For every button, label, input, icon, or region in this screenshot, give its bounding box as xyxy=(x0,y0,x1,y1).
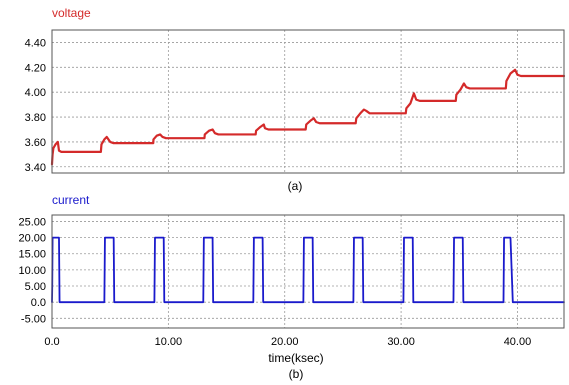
voltage-y-ticks: 3.40 3.60 3.80 4.00 4.20 4.40 xyxy=(25,37,46,173)
y-tick-label: 0.0 xyxy=(31,297,46,309)
current-x-ticks: 0.0 10.00 20.00 30.00 40.00 xyxy=(44,336,531,348)
y-tick-label: 10.00 xyxy=(18,265,46,277)
current-plot-area xyxy=(51,236,565,304)
current-frame xyxy=(51,214,565,329)
x-tick-label: 40.00 xyxy=(504,336,532,348)
current-series-label: current xyxy=(52,193,90,207)
y-tick-label: -5.00 xyxy=(21,313,46,325)
y-tick-label: 3.40 xyxy=(25,162,46,174)
y-tick-label: 25.00 xyxy=(18,216,46,228)
voltage-frame xyxy=(51,29,565,174)
x-axis-label: time(ksec) xyxy=(268,351,323,365)
voltage-grid xyxy=(52,30,564,173)
voltage-series-line xyxy=(50,68,566,166)
current-panel: current -5.00 0.0 5.00 10.00 15.00 20.00 25.00… xyxy=(18,193,565,381)
x-tick-label: 10.00 xyxy=(155,336,183,348)
y-tick-label: 5.00 xyxy=(25,281,46,293)
y-tick-label: 4.40 xyxy=(25,37,46,49)
caption-b: (b) xyxy=(289,367,304,381)
y-tick-label: 20.00 xyxy=(18,233,46,245)
x-tick-label: 0.0 xyxy=(44,336,59,348)
current-grid xyxy=(52,215,564,328)
voltage-series-label: voltage xyxy=(52,6,91,20)
current-series-line xyxy=(51,236,565,304)
y-tick-label: 4.20 xyxy=(25,62,46,74)
y-tick-label: 3.80 xyxy=(25,112,46,124)
y-tick-label: 15.00 xyxy=(18,249,46,261)
caption-a: (a) xyxy=(288,179,303,193)
x-tick-label: 20.00 xyxy=(271,336,299,348)
current-y-ticks: -5.00 0.0 5.00 10.00 15.00 20.00 25.00 xyxy=(18,216,46,325)
voltage-panel: voltage 3.40 3.60 3.80 4.00 4.20 4.40 (a) xyxy=(25,6,566,193)
voltage-plot-area xyxy=(50,68,566,166)
x-tick-label: 30.00 xyxy=(387,336,415,348)
y-tick-label: 4.00 xyxy=(25,87,46,99)
y-tick-label: 3.60 xyxy=(25,137,46,149)
